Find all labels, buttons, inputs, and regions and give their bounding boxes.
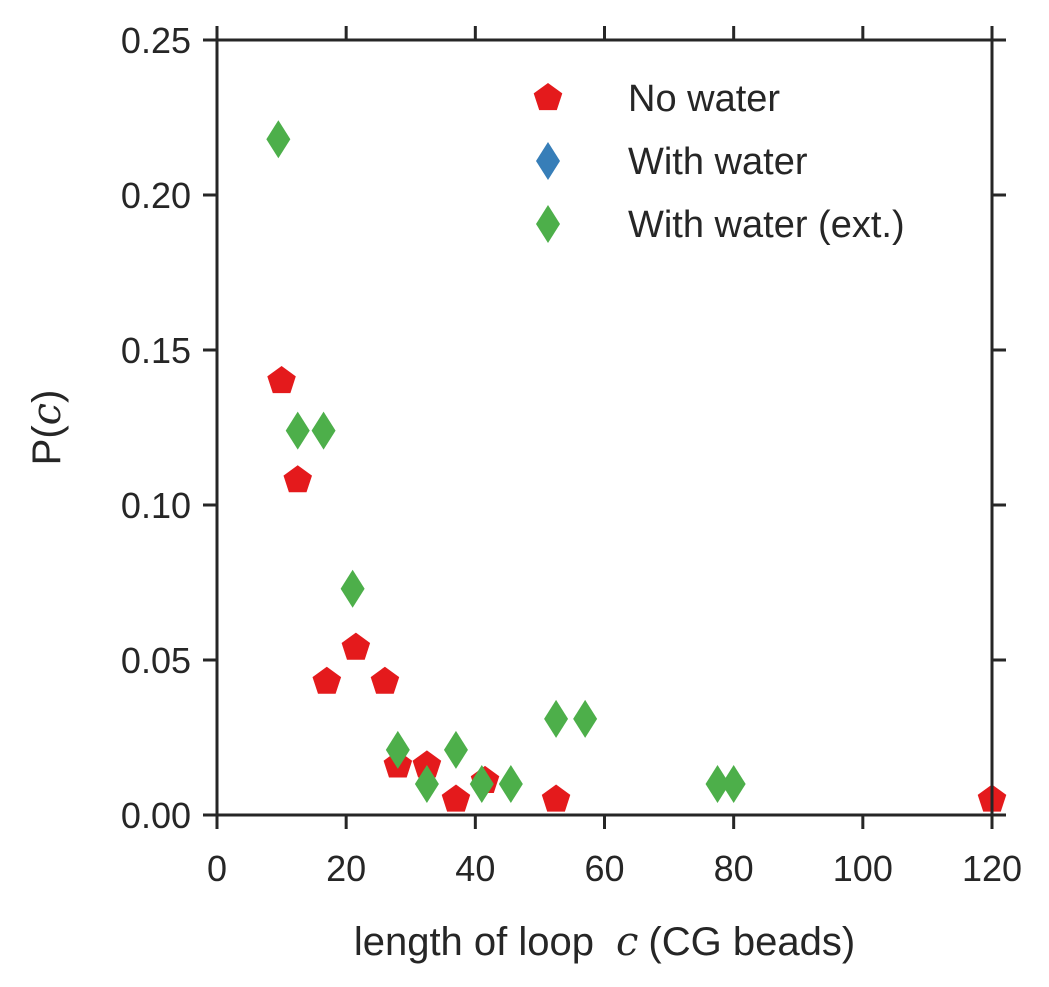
x-tick-label: 60 — [584, 848, 624, 889]
data-point — [414, 765, 439, 803]
y-tick-label: 0.05 — [121, 640, 191, 681]
data-point — [573, 699, 598, 738]
data-point — [498, 765, 523, 803]
x-axis-label: length of loop c (CG beads) — [354, 919, 855, 965]
data-point — [283, 465, 312, 493]
data-point — [312, 666, 342, 694]
data-point — [341, 632, 371, 660]
x-tick-label: 40 — [455, 848, 495, 889]
data-point — [311, 411, 336, 450]
legend-marker — [536, 205, 560, 243]
legend-marker — [536, 142, 560, 180]
y-tick-label: 0.25 — [121, 20, 191, 61]
x-tick-label: 120 — [962, 848, 1022, 889]
plot-markers — [266, 120, 1007, 812]
data-point — [340, 569, 365, 608]
data-point — [541, 784, 571, 812]
x-tick-label: 80 — [714, 848, 754, 889]
legend-label: With water — [628, 141, 808, 183]
data-point — [443, 730, 468, 769]
data-point — [441, 784, 471, 812]
axis-ticks — [203, 26, 1006, 829]
data-point — [285, 411, 310, 450]
data-point — [412, 750, 442, 778]
y-tick-label: 0.10 — [121, 485, 191, 526]
data-point — [721, 765, 746, 803]
data-point — [266, 120, 291, 159]
axis-tick-labels: 0 20 40 60 80 100 120 0.00 0.05 0.10 0.15 0.20 0.25 — [121, 20, 1022, 889]
data-point — [370, 666, 400, 694]
data-point — [469, 765, 494, 803]
y-tick-label: 0.00 — [121, 795, 191, 836]
y-axis-label: P(c) — [24, 390, 70, 466]
legend-marker — [533, 83, 563, 111]
data-point — [544, 699, 569, 738]
legend-label: With water (ext.) — [628, 204, 905, 246]
x-tick-label: 100 — [833, 848, 893, 889]
y-tick-label: 0.20 — [121, 175, 191, 216]
legend: No water With water With water (ext.) — [533, 78, 905, 246]
data-point — [705, 765, 730, 803]
data-point — [385, 730, 410, 769]
y-tick-label: 0.15 — [121, 330, 191, 371]
x-tick-label: 0 — [207, 848, 227, 889]
data-point — [267, 366, 296, 394]
legend-label: No water — [628, 78, 780, 120]
x-tick-label: 20 — [326, 848, 366, 889]
